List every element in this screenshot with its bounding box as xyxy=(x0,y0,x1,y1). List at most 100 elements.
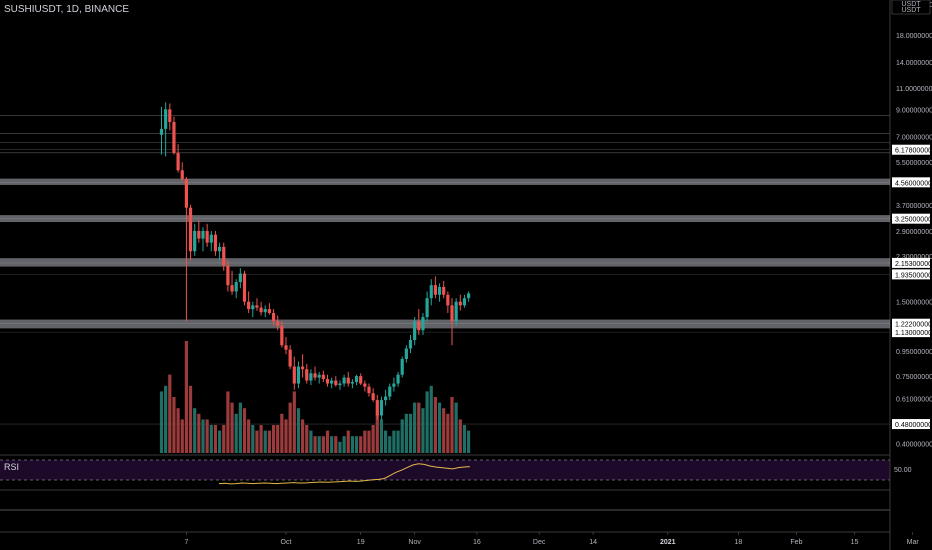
volume-bar xyxy=(180,419,184,453)
candle-body xyxy=(417,321,421,331)
volume-bar xyxy=(288,402,292,453)
price-level-tag: 0.48000000 xyxy=(892,419,932,430)
volume-bar xyxy=(334,436,338,453)
price-level-tag: 3.25000000 xyxy=(892,213,932,224)
candle-body xyxy=(218,246,222,252)
volume-bar xyxy=(363,430,367,453)
candle-body xyxy=(338,383,342,386)
volume-bar xyxy=(309,430,313,453)
candles xyxy=(159,102,471,420)
time-tick-label: Feb xyxy=(790,539,802,546)
currency-label: USDT USDT xyxy=(891,0,931,15)
candle-body xyxy=(384,396,388,401)
candle-body xyxy=(379,400,384,416)
candle-body xyxy=(400,358,404,375)
candle-body xyxy=(292,366,296,384)
candle-body xyxy=(222,246,226,266)
volume-bar xyxy=(408,413,413,453)
candle-body xyxy=(247,301,251,310)
candle-body xyxy=(392,383,396,387)
price-tick-label: 2.90000000 xyxy=(896,229,932,236)
volume-bar xyxy=(230,402,234,453)
volume-bar xyxy=(462,425,467,453)
volume-bar xyxy=(388,436,392,453)
volume-bar xyxy=(425,391,429,453)
candle-body xyxy=(209,234,213,243)
volume-bar xyxy=(213,425,218,453)
price-level-tag-label: 2.15300000 xyxy=(895,261,932,268)
volume-bar xyxy=(176,408,180,453)
time-tick-label: 7 xyxy=(184,539,188,546)
price-level-tag: 6.17800000 xyxy=(892,144,932,155)
time-tick-label: 14 xyxy=(589,539,597,546)
rsi-value-label: 50.00 xyxy=(894,467,912,474)
volume-bar xyxy=(201,419,205,453)
price-level-tag-label: 0.48000000 xyxy=(895,422,932,429)
volume-bar xyxy=(325,430,330,453)
price-tick-label: 9.00000000 xyxy=(896,107,932,114)
candle-body xyxy=(259,307,263,313)
volume-bar xyxy=(433,397,437,453)
symbol-title[interactable]: SUSHIUSDT, 1D, BINANCE xyxy=(4,4,130,15)
candle-body xyxy=(230,285,234,292)
price-level-tag: 4.56000000 xyxy=(892,177,932,188)
time-tick-label: Dec xyxy=(533,539,546,546)
volume-bar xyxy=(400,419,404,453)
volume-bar xyxy=(450,397,454,453)
candle-body xyxy=(388,386,392,397)
rsi-indicator-label[interactable]: RSI xyxy=(4,462,20,472)
price-level-tag-label: 4.56000000 xyxy=(895,180,932,187)
price-level-tag-bg xyxy=(892,318,930,329)
time-tick-label: Oct xyxy=(281,539,292,546)
time-axis[interactable]: 7Oct19Nov16Dec14202118Feb15Mar15Apr xyxy=(184,532,932,546)
price-level-tag-bg xyxy=(892,144,930,155)
volume-bar xyxy=(301,419,305,453)
candle-body xyxy=(180,170,184,180)
price-axis[interactable]: 24.0000000018.0000000014.0000000011.0000… xyxy=(892,2,932,449)
candle-body xyxy=(313,373,317,378)
volume-bar xyxy=(354,436,359,453)
price-level-tag-label: 1.13000000 xyxy=(895,330,932,337)
volume-bar xyxy=(296,408,301,453)
candle-body xyxy=(317,374,321,378)
volume-bar xyxy=(379,419,384,453)
candle-body xyxy=(242,273,247,302)
volume-bar xyxy=(446,413,450,453)
candle-body xyxy=(425,298,429,318)
time-tick-label: 19 xyxy=(357,539,365,546)
candle-body xyxy=(325,379,330,384)
price-level-tag: 2.15300000 xyxy=(892,257,932,268)
candle-body xyxy=(255,305,259,308)
volume-bar xyxy=(404,413,408,453)
candle-body xyxy=(288,349,292,367)
volume-bar xyxy=(292,391,296,453)
zone-band xyxy=(0,215,890,223)
candle-body xyxy=(467,293,471,299)
candle-body xyxy=(284,345,288,350)
volume-bar xyxy=(467,430,471,453)
time-tick-label: Mar xyxy=(907,539,920,546)
volume-bar xyxy=(172,397,176,453)
volume-bar xyxy=(321,436,325,453)
volume-bar xyxy=(396,430,400,453)
volume-bar xyxy=(242,408,247,453)
price-level-tag-label: 1.22200000 xyxy=(895,322,932,329)
candle-body xyxy=(359,376,363,384)
volume-bar xyxy=(305,425,309,453)
candle-body xyxy=(363,383,367,387)
candle-body xyxy=(321,374,325,380)
candle-body xyxy=(276,321,280,326)
price-tick-label: 0.75000000 xyxy=(896,374,932,381)
candle-body xyxy=(462,298,467,306)
volume-bar xyxy=(271,425,276,453)
candle-body xyxy=(164,109,168,129)
price-tick-label: 0.95000000 xyxy=(896,349,932,356)
volume-bar xyxy=(359,436,363,453)
candle-body xyxy=(413,321,417,341)
candle-body xyxy=(184,179,188,208)
volume-bar xyxy=(234,413,238,453)
candle-body xyxy=(429,285,433,299)
price-tick-label: 3.70000000 xyxy=(896,203,932,210)
price-level-tag-label: 6.17800000 xyxy=(895,148,932,155)
